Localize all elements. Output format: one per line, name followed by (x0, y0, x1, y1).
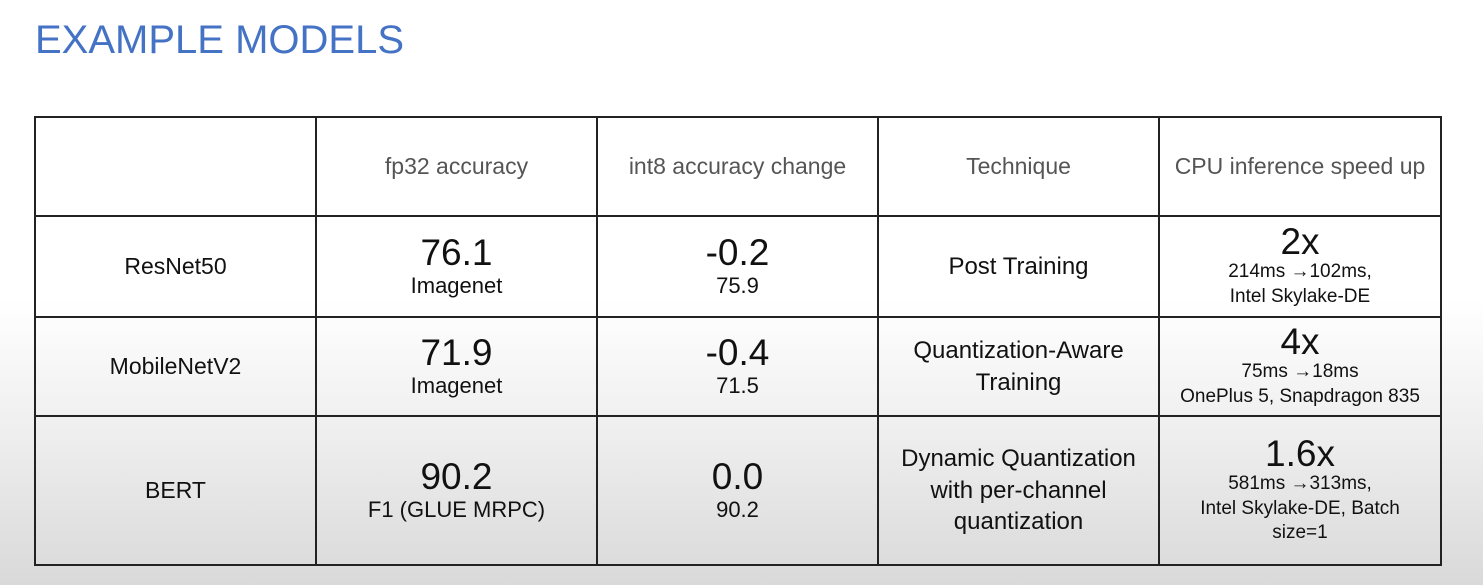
header-int8-accuracy-change: int8 accuracy change (596, 116, 879, 217)
speedup-value: 2x (1280, 221, 1320, 263)
fp32-value: 71.9 (420, 331, 493, 373)
int8-cell: -0.2 75.9 (596, 215, 879, 318)
speedup-cell: 1.6x 581ms →313ms, Intel Skylake-DE, Bat… (1158, 415, 1442, 566)
example-models-table: fp32 accuracy int8 accuracy change Techn… (34, 116, 1442, 566)
int8-value: 90.2 (716, 496, 759, 522)
int8-change: -0.2 (705, 231, 770, 273)
header-model (34, 116, 317, 217)
speedup-value: 1.6x (1265, 432, 1335, 474)
speed-detail: size=1 (1272, 522, 1328, 544)
technique-line: with per-channel (930, 476, 1107, 504)
speedup-cell: 2x 214ms →102ms, Intel Skylake-DE (1158, 215, 1442, 318)
fp32-dataset: F1 (GLUE MRPC) (367, 496, 546, 522)
fp32-dataset: Imagenet (410, 372, 503, 398)
fp32-dataset: Imagenet (410, 272, 503, 298)
table-header-row: fp32 accuracy int8 accuracy change Techn… (34, 116, 1442, 217)
speed-detail: 581ms →313ms, (1228, 472, 1372, 494)
int8-cell: -0.4 71.5 (596, 316, 879, 417)
fp32-cell: 76.1 Imagenet (315, 215, 598, 318)
speed-detail: Intel Skylake-DE, Batch (1200, 497, 1400, 519)
technique-line: quantization (953, 508, 1084, 536)
header-cpu-speedup: CPU inference speed up (1158, 116, 1442, 217)
technique-cell: Dynamic Quantization with per-channel qu… (877, 415, 1160, 566)
technique-line: Dynamic Quantization (901, 444, 1136, 472)
model-name: MobileNetV2 (34, 316, 317, 417)
table-row: BERT 90.2 F1 (GLUE MRPC) 0.0 90.2 Dynami… (34, 415, 1442, 566)
int8-cell: 0.0 90.2 (596, 415, 879, 566)
model-name: ResNet50 (34, 215, 317, 318)
model-name: BERT (34, 415, 317, 566)
slide-title: EXAMPLE MODELS (35, 18, 405, 62)
technique-cell: Quantization-Aware Training (877, 316, 1160, 417)
int8-value: 75.9 (716, 272, 759, 298)
speed-detail: Intel Skylake-DE (1229, 286, 1371, 307)
technique-cell: Post Training (877, 215, 1160, 318)
speed-detail: 214ms →102ms, (1228, 261, 1372, 283)
table-row: ResNet50 76.1 Imagenet -0.2 75.9 Post Tr… (34, 215, 1442, 318)
speed-detail: 75ms →18ms (1241, 361, 1359, 383)
header-technique: Technique (877, 116, 1160, 217)
int8-change: -0.4 (705, 331, 770, 373)
table-row: MobileNetV2 71.9 Imagenet -0.4 71.5 Quan… (34, 316, 1442, 417)
technique-line: Quantization-Aware (913, 336, 1124, 364)
technique-line: Post Training (948, 252, 1089, 280)
fp32-value: 76.1 (420, 231, 493, 273)
int8-value: 71.5 (716, 372, 759, 398)
speedup-cell: 4x 75ms →18ms OnePlus 5, Snapdragon 835 (1158, 316, 1442, 417)
header-fp32-accuracy: fp32 accuracy (315, 116, 598, 217)
fp32-cell: 71.9 Imagenet (315, 316, 598, 417)
fp32-cell: 90.2 F1 (GLUE MRPC) (315, 415, 598, 566)
fp32-value: 90.2 (420, 455, 493, 497)
speedup-value: 4x (1280, 321, 1320, 363)
technique-line: Training (975, 368, 1062, 396)
speed-detail: OnePlus 5, Snapdragon 835 (1180, 386, 1420, 407)
int8-change: 0.0 (711, 455, 764, 497)
